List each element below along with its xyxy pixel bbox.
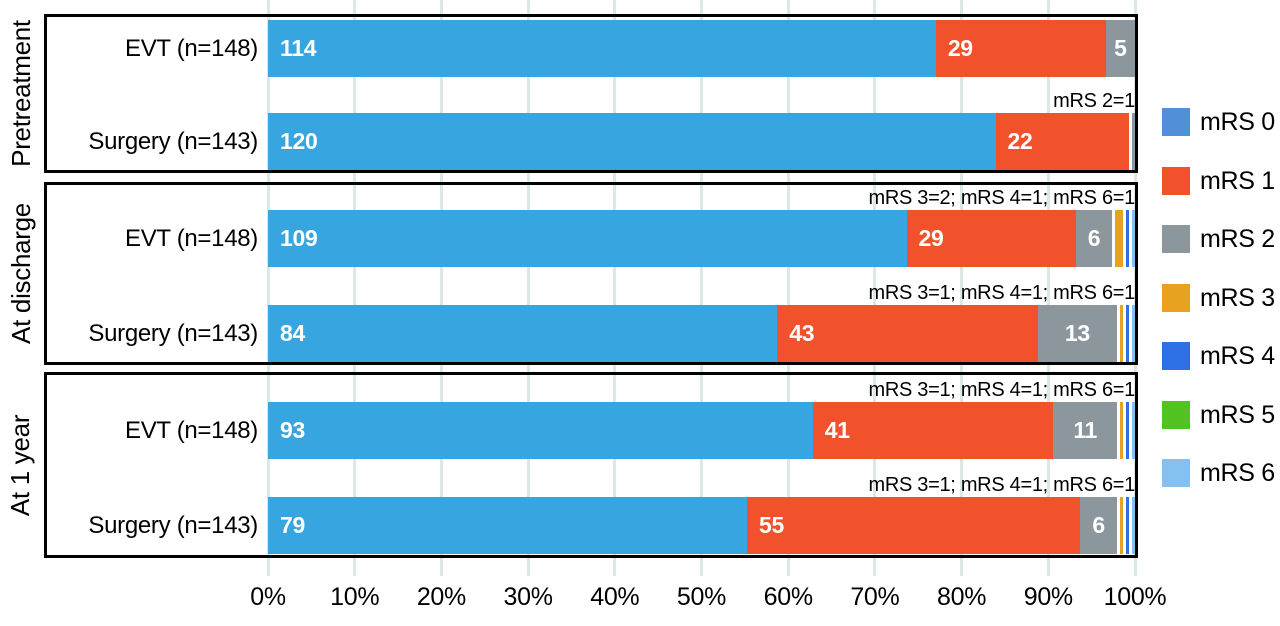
panel-at-1-year: EVT (n=148) mRS 3=1; mRS 4=1; mRS 6=1 93 41… (44, 372, 1138, 558)
segment-mrs0: 120 (268, 113, 996, 170)
segment-mrs2: 6 (1080, 497, 1117, 554)
segment-value-label: 5 (1114, 35, 1127, 61)
x-tick-label: 20% (416, 583, 466, 611)
segment-value-label: 114 (280, 35, 317, 61)
bar-surgery-at-discharge: 84 43 13 (268, 305, 1135, 362)
segment-mrs6 (1128, 497, 1135, 554)
segment-mrs0: 84 (268, 305, 778, 362)
legend-swatch-mrs-2 (1162, 225, 1190, 253)
segment-value-label: 6 (1087, 225, 1101, 251)
segment-mrs4 (1122, 497, 1129, 554)
segment-mrs1: 22 (995, 113, 1129, 170)
segment-mrs4 (1123, 402, 1130, 459)
group-label-pretreatment: Pretreatment (0, 14, 42, 173)
segment-mrs2: 13 (1037, 305, 1117, 362)
segment-value-label: 120 (280, 128, 318, 154)
segment-value-label: 41 (824, 417, 850, 443)
x-tick-label: 0% (250, 583, 286, 611)
legend-label: mRS 3 (1200, 284, 1275, 312)
segment-value-label: 13 (1064, 320, 1090, 346)
annotation-surgery: mRS 2=1 (1053, 90, 1135, 112)
segment-mrs1: 55 (746, 497, 1081, 554)
segment-value-label: 11 (1073, 417, 1098, 443)
legend-label: mRS 4 (1200, 342, 1275, 370)
segment-mrs3 (1116, 497, 1123, 554)
row-label-surgery: Surgery (n=143) (88, 319, 258, 347)
legend-swatch-mrs-0 (1162, 108, 1190, 136)
segment-mrs6 (1128, 305, 1135, 362)
legend-label: mRS 6 (1200, 459, 1275, 487)
segment-mrs3 (1117, 402, 1124, 459)
segment-mrs3 (1116, 305, 1123, 362)
panel-at-discharge: EVT (n=148) mRS 3=2; mRS 4=1; mRS 6=1 109 2… (44, 182, 1138, 365)
segment-value-label: 84 (280, 320, 305, 346)
segment-mrs2: 6 (1076, 210, 1112, 267)
segment-mrs0: 109 (268, 210, 907, 267)
segment-value-label: 79 (280, 512, 305, 538)
segment-mrs0: 114 (268, 20, 936, 77)
panel-pretreatment: EVT (n=148) 114 29 5 Surgery (n=143) mRS 2=1 1… (44, 14, 1138, 173)
x-tick-label: 90% (1023, 583, 1073, 611)
bar-surgery-at-1-year: 79 55 6 (268, 497, 1135, 554)
segment-mrs1: 29 (906, 210, 1077, 267)
segment-mrs1: 43 (777, 305, 1038, 362)
legend-label: mRS 5 (1200, 401, 1275, 429)
x-tick-label: 40% (590, 583, 640, 611)
legend-swatch-mrs-4 (1162, 342, 1190, 370)
group-label-text: At discharge (5, 203, 36, 344)
annotation-evt: mRS 3=2; mRS 4=1; mRS 6=1 (868, 187, 1135, 209)
legend-swatch-mrs-1 (1162, 167, 1190, 195)
segment-mrs6 (1129, 402, 1135, 459)
legend-swatch-mrs-5 (1162, 401, 1190, 429)
row-label-surgery: Surgery (n=143) (88, 127, 258, 155)
segment-value-label: 29 (918, 225, 944, 251)
x-tick-label: 80% (937, 583, 987, 611)
segment-value-label: 55 (758, 512, 784, 538)
row-label-evt: EVT (n=148) (124, 416, 258, 444)
bar-evt-at-discharge: 109 29 6 (268, 210, 1135, 267)
bar-surgery-pretreatment: 120 22 (268, 113, 1135, 170)
group-label-at-1-year: At 1 year (0, 372, 42, 558)
segment-mrs2: 5 (1105, 20, 1135, 77)
segment-value-label: 109 (280, 225, 318, 251)
segment-value-label: 43 (789, 320, 815, 346)
x-tick-label: 50% (676, 583, 727, 611)
x-tick-label: 100% (1103, 583, 1167, 611)
segment-mrs1: 29 (935, 20, 1106, 77)
row-label-surgery: Surgery (n=143) (88, 511, 258, 539)
legend-swatch-mrs-3 (1162, 284, 1190, 312)
segment-value-label: 22 (1007, 128, 1033, 154)
x-tick-label: 30% (503, 583, 553, 611)
x-tick-label: 10% (330, 583, 380, 611)
segment-mrs3 (1111, 210, 1124, 267)
legend-label: mRS 0 (1200, 108, 1275, 136)
segment-mrs4 (1123, 210, 1130, 267)
legend-label: mRS 2 (1200, 225, 1275, 253)
segment-mrs0: 93 (268, 402, 813, 459)
annotation-surgery: mRS 3=1; mRS 4=1; mRS 6=1 (868, 474, 1135, 496)
legend-swatch-mrs-6 (1162, 459, 1190, 487)
segment-value-label: 93 (280, 417, 305, 443)
group-label-text: At 1 year (5, 414, 36, 516)
segment-value-label: 29 (947, 35, 973, 61)
bar-evt-at-1-year: 93 41 11 (268, 402, 1135, 459)
segment-mrs2: 11 (1052, 402, 1118, 459)
segment-mrs0: 79 (268, 497, 747, 554)
group-label-text: Pretreatment (5, 20, 36, 167)
legend-label: mRS 1 (1200, 167, 1275, 195)
segment-mrs1: 41 (812, 402, 1053, 459)
x-tick-label: 60% (763, 583, 813, 611)
group-label-at-discharge: At discharge (0, 182, 42, 365)
bar-evt-pretreatment: 114 29 5 (268, 20, 1135, 77)
row-label-evt: EVT (n=148) (124, 34, 258, 62)
annotation-surgery: mRS 3=1; mRS 4=1; mRS 6=1 (868, 282, 1135, 304)
annotation-evt: mRS 3=1; mRS 4=1; mRS 6=1 (868, 379, 1135, 401)
x-tick-label: 70% (850, 583, 900, 611)
segment-mrs6 (1129, 210, 1135, 267)
segment-mrs4 (1122, 305, 1129, 362)
segment-value-label: 6 (1092, 512, 1105, 538)
row-label-evt: EVT (n=148) (124, 224, 258, 252)
segment-mrs2 (1128, 113, 1135, 170)
